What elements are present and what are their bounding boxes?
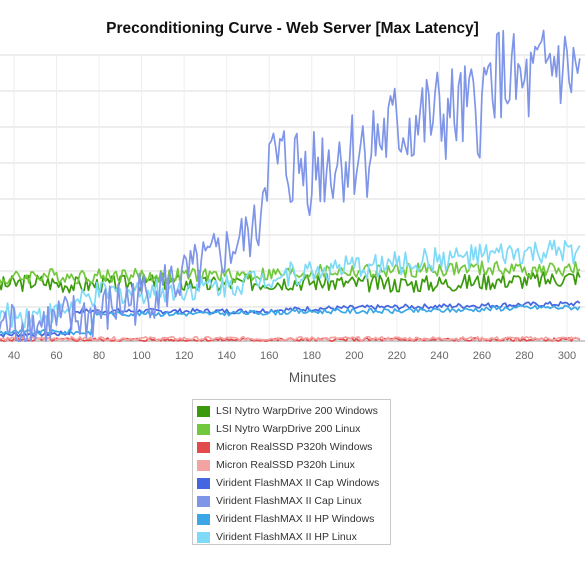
legend-swatch bbox=[197, 477, 210, 489]
legend-item: LSI Nytro WarpDrive 200 Linux bbox=[197, 420, 390, 438]
x-tick-label: 220 bbox=[388, 350, 406, 362]
legend-label: LSI Nytro WarpDrive 200 Linux bbox=[216, 423, 361, 435]
x-tick-label: 80 bbox=[93, 350, 105, 362]
legend-swatch bbox=[197, 513, 210, 525]
legend-label: Virident FlashMAX II HP Windows bbox=[216, 513, 375, 525]
x-tick-label: 40 bbox=[8, 350, 20, 362]
legend-item: Virident FlashMAX II Cap Windows bbox=[197, 474, 390, 492]
legend-swatch bbox=[197, 495, 210, 507]
series-line bbox=[0, 239, 581, 329]
legend-label: Virident FlashMAX II Cap Linux bbox=[216, 495, 362, 507]
x-tick-label: 160 bbox=[260, 350, 278, 362]
legend-label: Virident FlashMAX II Cap Windows bbox=[216, 477, 380, 489]
series-line bbox=[0, 29, 581, 342]
legend-label: Virident FlashMAX II HP Linux bbox=[216, 531, 357, 543]
x-tick-label: 300 bbox=[558, 350, 576, 362]
x-tick-label: 120 bbox=[175, 350, 193, 362]
x-tick-label: 100 bbox=[132, 350, 150, 362]
legend: LSI Nytro WarpDrive 200 Windows LSI Nytr… bbox=[192, 399, 391, 545]
legend-swatch bbox=[197, 531, 210, 543]
x-tick-label: 240 bbox=[430, 350, 448, 362]
series-line bbox=[0, 304, 581, 336]
x-tick-label: 180 bbox=[303, 350, 321, 362]
legend-swatch bbox=[197, 459, 210, 471]
legend-item: Micron RealSSD P320h Linux bbox=[197, 456, 390, 474]
x-tick-labels: 40 60 80 100 120 140 160 180 200 220 240 260 280 300 bbox=[8, 350, 576, 362]
x-tick-label: 200 bbox=[345, 350, 363, 362]
legend-item: Micron RealSSD P320h Windows bbox=[197, 438, 390, 456]
legend-item: Virident FlashMAX II HP Linux bbox=[197, 528, 390, 546]
chart-title: Preconditioning Curve - Web Server [Max … bbox=[106, 20, 479, 37]
legend-label: Micron RealSSD P320h Windows bbox=[216, 441, 373, 453]
series-lines bbox=[0, 29, 581, 342]
legend-label: Micron RealSSD P320h Linux bbox=[216, 459, 355, 471]
x-axis-label: Minutes bbox=[288, 370, 337, 385]
series-line bbox=[0, 335, 580, 342]
x-tick-label: 260 bbox=[473, 350, 491, 362]
x-tick-label: 60 bbox=[50, 350, 62, 362]
legend-item: Virident FlashMAX II HP Windows bbox=[197, 510, 390, 528]
legend-item: Virident FlashMAX II Cap Linux bbox=[197, 492, 390, 510]
legend-swatch bbox=[197, 423, 210, 435]
legend-item: LSI Nytro WarpDrive 200 Windows bbox=[197, 402, 390, 420]
x-tick-label: 140 bbox=[218, 350, 236, 362]
x-tick-label: 280 bbox=[515, 350, 533, 362]
legend-label: LSI Nytro WarpDrive 200 Windows bbox=[216, 405, 378, 417]
legend-swatch bbox=[197, 441, 210, 453]
legend-swatch bbox=[197, 405, 210, 417]
